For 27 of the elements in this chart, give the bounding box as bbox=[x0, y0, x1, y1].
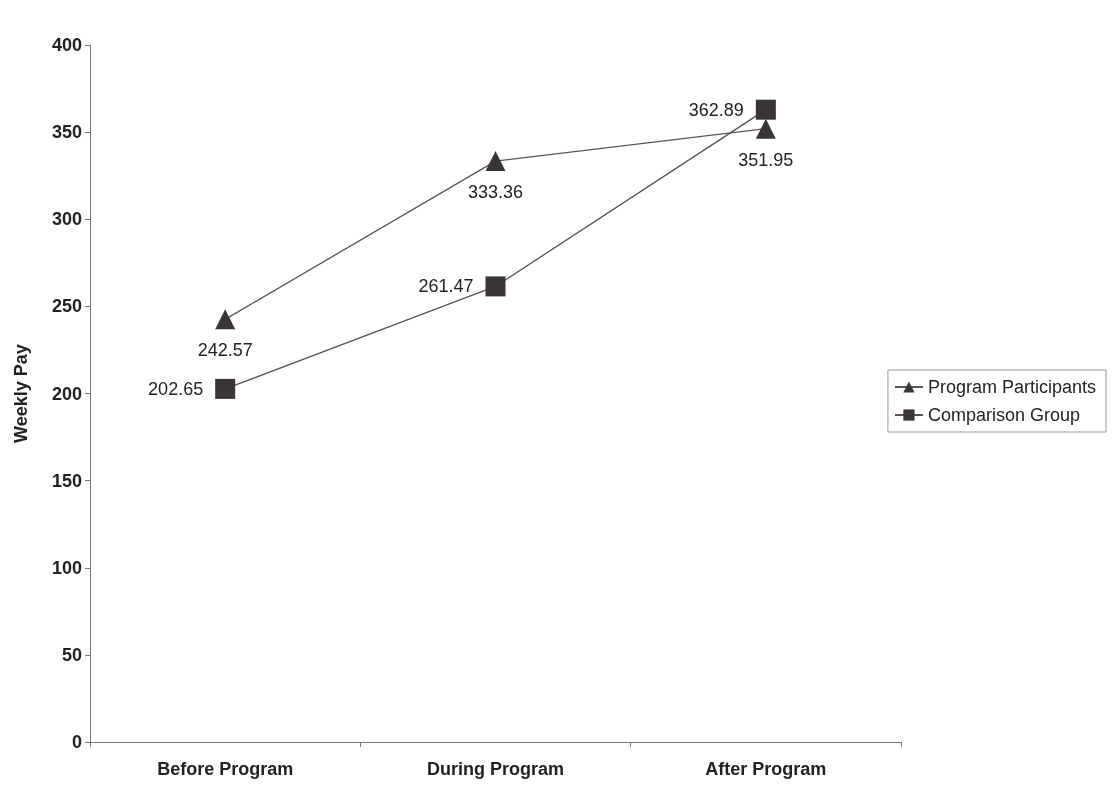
y-tick-label: 50 bbox=[61, 644, 82, 665]
y-axis-title: Weekly Pay bbox=[11, 344, 31, 443]
y-tick-label: 350 bbox=[51, 122, 82, 143]
point bbox=[215, 378, 236, 399]
point bbox=[215, 309, 236, 330]
data-label: 333.36 bbox=[467, 182, 524, 203]
point bbox=[755, 99, 776, 120]
legend-label: Program Participants bbox=[927, 377, 1097, 397]
y-tick-label: 400 bbox=[51, 35, 82, 55]
y-tick-label: 100 bbox=[51, 557, 82, 578]
y-tick-label: 250 bbox=[51, 296, 82, 317]
data-label: 362.89 bbox=[688, 99, 744, 120]
x-tick-label: After Program bbox=[705, 759, 827, 779]
point bbox=[485, 276, 506, 297]
legend-label: Comparison Group bbox=[927, 405, 1081, 425]
y-tick-label: 200 bbox=[51, 383, 82, 404]
data-label: 242.57 bbox=[197, 340, 253, 361]
y-tick-label: 0 bbox=[71, 732, 82, 752]
data-label: 351.95 bbox=[738, 149, 794, 170]
data-label: 261.47 bbox=[418, 276, 474, 297]
y-tick-label: 150 bbox=[51, 470, 82, 491]
x-tick-label: During Program bbox=[426, 759, 565, 779]
data-label: 202.65 bbox=[148, 378, 204, 399]
point bbox=[485, 151, 506, 172]
y-tick-label: 300 bbox=[51, 209, 82, 230]
point bbox=[755, 118, 776, 139]
x-tick-label: Before Program bbox=[157, 759, 294, 779]
